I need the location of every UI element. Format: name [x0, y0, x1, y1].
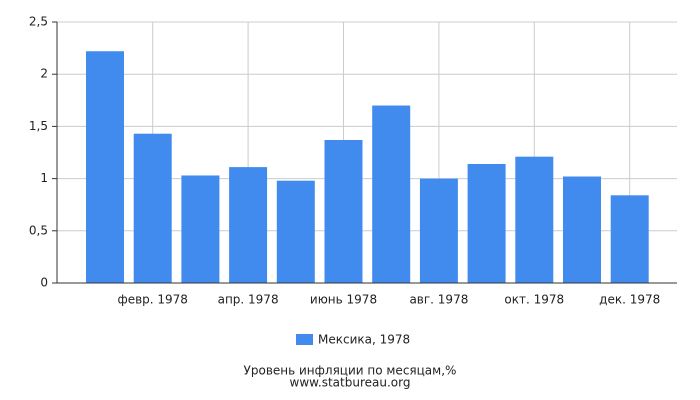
bar [324, 139, 363, 283]
bar [419, 178, 458, 283]
y-tick-label: 0 [40, 276, 48, 290]
bar [515, 156, 554, 283]
y-tick-label: 1 [40, 171, 48, 185]
x-tick-label: февр. 1978 [117, 293, 188, 307]
bar [181, 175, 220, 283]
legend-label: Мексика, 1978 [318, 333, 410, 347]
bar [610, 195, 649, 283]
bar [372, 105, 411, 284]
x-tick-label: апр. 1978 [218, 293, 279, 307]
bar [276, 180, 315, 283]
y-tick-label: 1,5 [29, 119, 48, 133]
x-tick-label: авг. 1978 [409, 293, 468, 307]
bar [467, 163, 506, 283]
x-tick-label: июнь 1978 [310, 293, 377, 307]
chart-title: Уровень инфляции по месяцам,% [244, 364, 457, 378]
y-tick-label: 0,5 [29, 223, 48, 237]
y-tick-label: 2,5 [29, 15, 48, 29]
x-tick-label: дек. 1978 [599, 293, 660, 307]
bar [563, 176, 601, 283]
x-tick-label: окт. 1978 [504, 293, 564, 307]
bar [86, 51, 124, 284]
bar [229, 167, 268, 283]
legend-swatch [296, 334, 313, 345]
bar [133, 133, 172, 283]
y-tick-label: 2 [40, 67, 48, 81]
source: www.statbureau.org [290, 376, 411, 390]
